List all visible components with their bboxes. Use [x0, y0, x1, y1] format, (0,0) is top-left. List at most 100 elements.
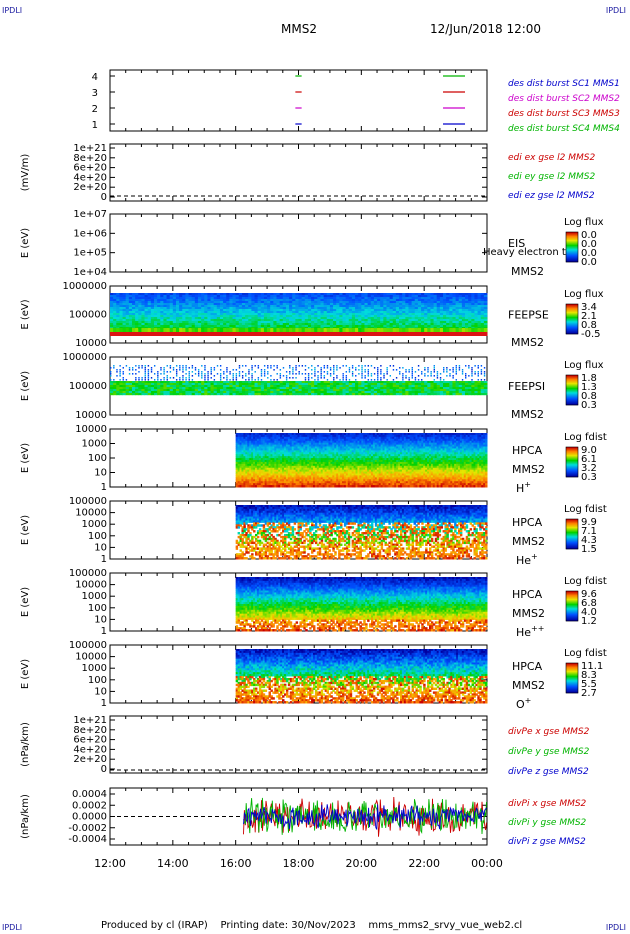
spectrogram-cell	[446, 299, 450, 302]
spectrogram-cell	[329, 305, 334, 308]
spectrogram-cell	[201, 321, 205, 324]
spectrogram-cell	[175, 387, 180, 390]
spectrogram-cell	[150, 393, 155, 396]
spectrogram-cell	[219, 303, 224, 306]
spectrogram-cell	[166, 393, 171, 396]
spectrogram-cell	[270, 319, 274, 322]
spectrogram-cell	[468, 385, 472, 388]
spectrogram-cell	[166, 389, 171, 392]
spectrogram-cell	[266, 469, 270, 473]
spectrogram-cell	[424, 381, 428, 384]
spectrogram-cell	[204, 385, 208, 388]
spectrogram-cell	[336, 323, 340, 326]
spectrogram-cell	[483, 373, 486, 375]
spectrogram-cell	[235, 434, 239, 438]
spectrogram-cell	[380, 391, 384, 394]
spectrogram-cell	[157, 319, 161, 322]
spectrogram-cell	[276, 475, 279, 478]
spectrogram-cell	[245, 450, 248, 453]
spectrogram-cell	[433, 321, 438, 324]
spectrogram-cell	[408, 371, 410, 373]
spectrogram-cell	[370, 389, 375, 392]
spectrogram-cell	[439, 385, 444, 388]
spectrogram-cell	[370, 381, 375, 384]
spectrogram-cell	[182, 301, 186, 304]
spectrogram-cell	[471, 313, 475, 316]
colorbar-cell	[566, 393, 578, 395]
spectrogram-cell	[229, 379, 231, 381]
colorbar-cell	[566, 247, 578, 249]
spectrogram-cell	[395, 321, 400, 324]
spectrogram-cell	[264, 452, 268, 455]
spectrogram-cell	[197, 299, 202, 302]
spectrogram-cell	[449, 375, 451, 377]
spectrogram-cell	[449, 391, 453, 394]
spectrogram-cell	[226, 297, 230, 300]
spectrogram-cell	[292, 309, 296, 312]
spectrogram-cell	[361, 377, 363, 379]
spectrogram-cell	[258, 467, 262, 471]
spectrogram-cell	[248, 295, 252, 298]
spectrogram-cell	[238, 309, 243, 312]
spectrogram-cell	[342, 393, 347, 396]
spectrogram-cell	[273, 383, 277, 386]
spectrogram-cell	[262, 446, 266, 449]
spectrogram-cell	[424, 391, 428, 394]
spectrogram-cell	[239, 450, 242, 453]
spectrogram-cell	[226, 317, 230, 320]
spectrogram-cell	[480, 297, 485, 300]
spectrogram-cell	[468, 297, 472, 300]
spectrogram-cell	[329, 319, 334, 322]
spectrogram-cell	[405, 295, 409, 298]
spectrogram-cell	[258, 448, 262, 451]
spectrogram-cell	[128, 321, 133, 324]
spectrogram-cell	[367, 383, 372, 386]
spectrogram-cell	[213, 391, 218, 394]
spectrogram-cell	[361, 365, 363, 367]
spectrogram-cell	[443, 309, 447, 312]
spectrogram-cell	[355, 319, 359, 322]
spectrogram-cell	[235, 332, 240, 336]
spectrogram-cell	[439, 381, 444, 384]
spectrogram-cell	[213, 307, 218, 310]
spectrogram-cell	[279, 323, 284, 326]
spectrogram-cell	[253, 465, 256, 469]
spectrogram-cell	[323, 381, 328, 384]
spectrogram-cell	[235, 373, 238, 375]
spectrogram-cell	[279, 383, 284, 386]
spectrogram-cell	[249, 469, 252, 473]
spectrogram-cell	[395, 389, 400, 392]
spectrogram-cell	[370, 319, 375, 322]
spectrogram-cell	[264, 438, 268, 442]
spectrogram-cell	[307, 332, 312, 336]
spectrogram-cell	[386, 295, 391, 298]
spectrogram-cell	[251, 321, 255, 324]
spectrogram-cell	[367, 375, 370, 377]
spectrogram-cell	[373, 321, 378, 324]
spectrogram-cell	[355, 321, 359, 324]
spectrogram-cell	[260, 475, 264, 478]
spectrogram-cell	[458, 297, 463, 300]
spectrogram-cell	[267, 293, 271, 296]
spectrogram-cell	[386, 383, 391, 386]
spectrogram-cell	[480, 332, 485, 336]
spectrogram-cell	[421, 319, 425, 322]
spectrogram-cell	[241, 389, 246, 392]
spectrogram-cell	[232, 377, 234, 379]
spectrogram-cell	[131, 325, 136, 328]
spectrogram-cell	[239, 438, 242, 442]
spectrogram-cell	[389, 389, 394, 392]
spectrogram-cell	[122, 315, 127, 318]
spectrogram-cell	[166, 299, 171, 302]
spectrogram-cell	[255, 434, 258, 438]
spectrogram-cell	[257, 293, 262, 296]
spectrogram-cell	[402, 379, 404, 381]
spectrogram-cell	[392, 305, 397, 308]
spectrogram-cell	[483, 375, 486, 377]
spectrogram-cell	[270, 454, 273, 457]
spectrogram-cell	[417, 391, 422, 394]
spectrogram-cell	[348, 389, 353, 392]
spectrogram-cell	[238, 393, 243, 396]
spectrogram-cell	[323, 375, 326, 377]
spectrogram-cell	[166, 311, 171, 314]
